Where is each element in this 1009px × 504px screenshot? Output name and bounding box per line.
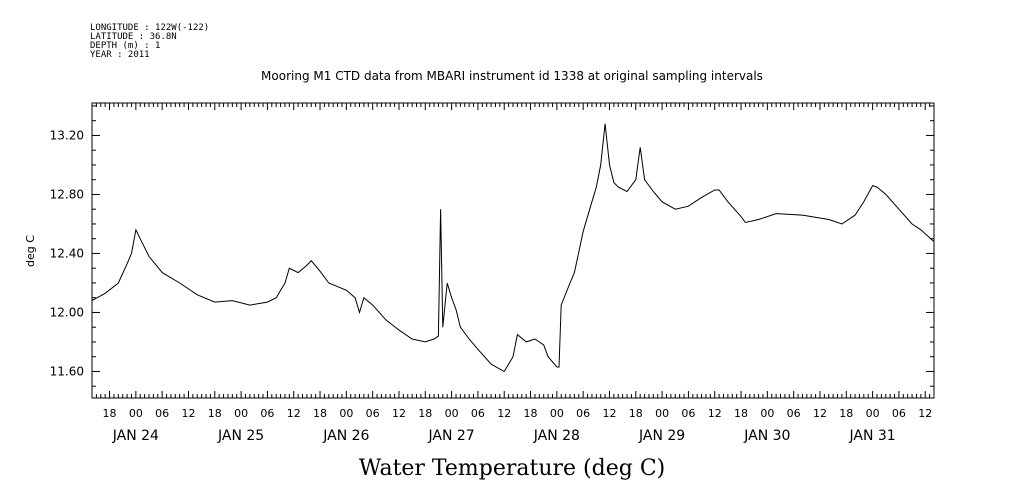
x-hour-label: 06	[787, 407, 801, 420]
x-day-label: JAN 27	[428, 428, 475, 444]
x-hour-label: 00	[129, 407, 143, 420]
x-hour-label: 00	[550, 407, 564, 420]
y-tick-label: 12.80	[50, 187, 84, 201]
y-axis-label: deg C	[24, 235, 37, 267]
x-hour-label: 00	[866, 407, 880, 420]
x-axis-label: Water Temperature (deg C)	[359, 456, 666, 481]
x-day-label: JAN 28	[533, 428, 580, 444]
y-tick-label: 11.60	[50, 364, 84, 378]
x-hour-label: 18	[313, 407, 327, 420]
x-hour-label: 00	[234, 407, 248, 420]
meta-year: YEAR : 2011	[90, 50, 150, 60]
x-hour-label: 06	[471, 407, 485, 420]
series-line	[91, 123, 935, 373]
x-day-label: JAN 26	[322, 428, 369, 444]
x-tick-labels: 18 00 06 12 18 00 06 12 18 00 06 12 18 00 06 12 18 00 06 12…	[103, 407, 933, 444]
x-hour-label: 18	[524, 407, 538, 420]
x-hour-label: 00	[760, 407, 774, 420]
x-hour-label: 18	[629, 407, 643, 420]
x-day-label: JAN 31	[849, 428, 896, 444]
meta-depth: DEPTH (m) : 1	[90, 41, 160, 51]
x-hour-label: 06	[892, 407, 906, 420]
x-hour-label: 06	[260, 407, 274, 420]
x-hour-label: 06	[155, 407, 169, 420]
x-hour-label: 06	[576, 407, 590, 420]
x-hour-label: 00	[655, 407, 669, 420]
meta-longitude: LONGITUDE : 122W(-122)	[90, 23, 209, 33]
x-hour-label: 12	[602, 407, 616, 420]
chart-title: Mooring M1 CTD data from MBARI instrumen…	[261, 69, 763, 83]
x-day-label: JAN 29	[638, 428, 685, 444]
x-hour-label: 00	[445, 407, 459, 420]
x-day-label: JAN 24	[112, 428, 159, 444]
y-tick-labels: 11.60 12.00 12.40 12.80 13.20	[50, 128, 84, 378]
x-hour-label: 12	[918, 407, 932, 420]
x-hour-label: 18	[839, 407, 853, 420]
plot-frame	[91, 102, 935, 399]
y-tick-label: 12.00	[50, 305, 84, 319]
x-hour-label: 18	[734, 407, 748, 420]
x-hour-label: 12	[392, 407, 406, 420]
x-hour-label: 00	[339, 407, 353, 420]
x-hour-label: 12	[708, 407, 722, 420]
x-day-label: JAN 25	[217, 428, 264, 444]
x-day-label: JAN 30	[743, 428, 790, 444]
x-hour-label: 12	[181, 407, 195, 420]
tick-marks	[91, 103, 935, 398]
x-hour-label: 12	[813, 407, 827, 420]
x-hour-label: 18	[208, 407, 222, 420]
x-hour-label: 18	[418, 407, 432, 420]
y-tick-label: 13.20	[50, 128, 84, 142]
y-tick-label: 12.40	[50, 246, 84, 260]
meta-latitude: LATITUDE : 36.8N	[90, 32, 177, 42]
x-hour-label: 12	[497, 407, 511, 420]
x-hour-label: 12	[287, 407, 301, 420]
x-hour-label: 06	[681, 407, 695, 420]
x-hour-label: 18	[103, 407, 117, 420]
x-hour-label: 06	[366, 407, 380, 420]
